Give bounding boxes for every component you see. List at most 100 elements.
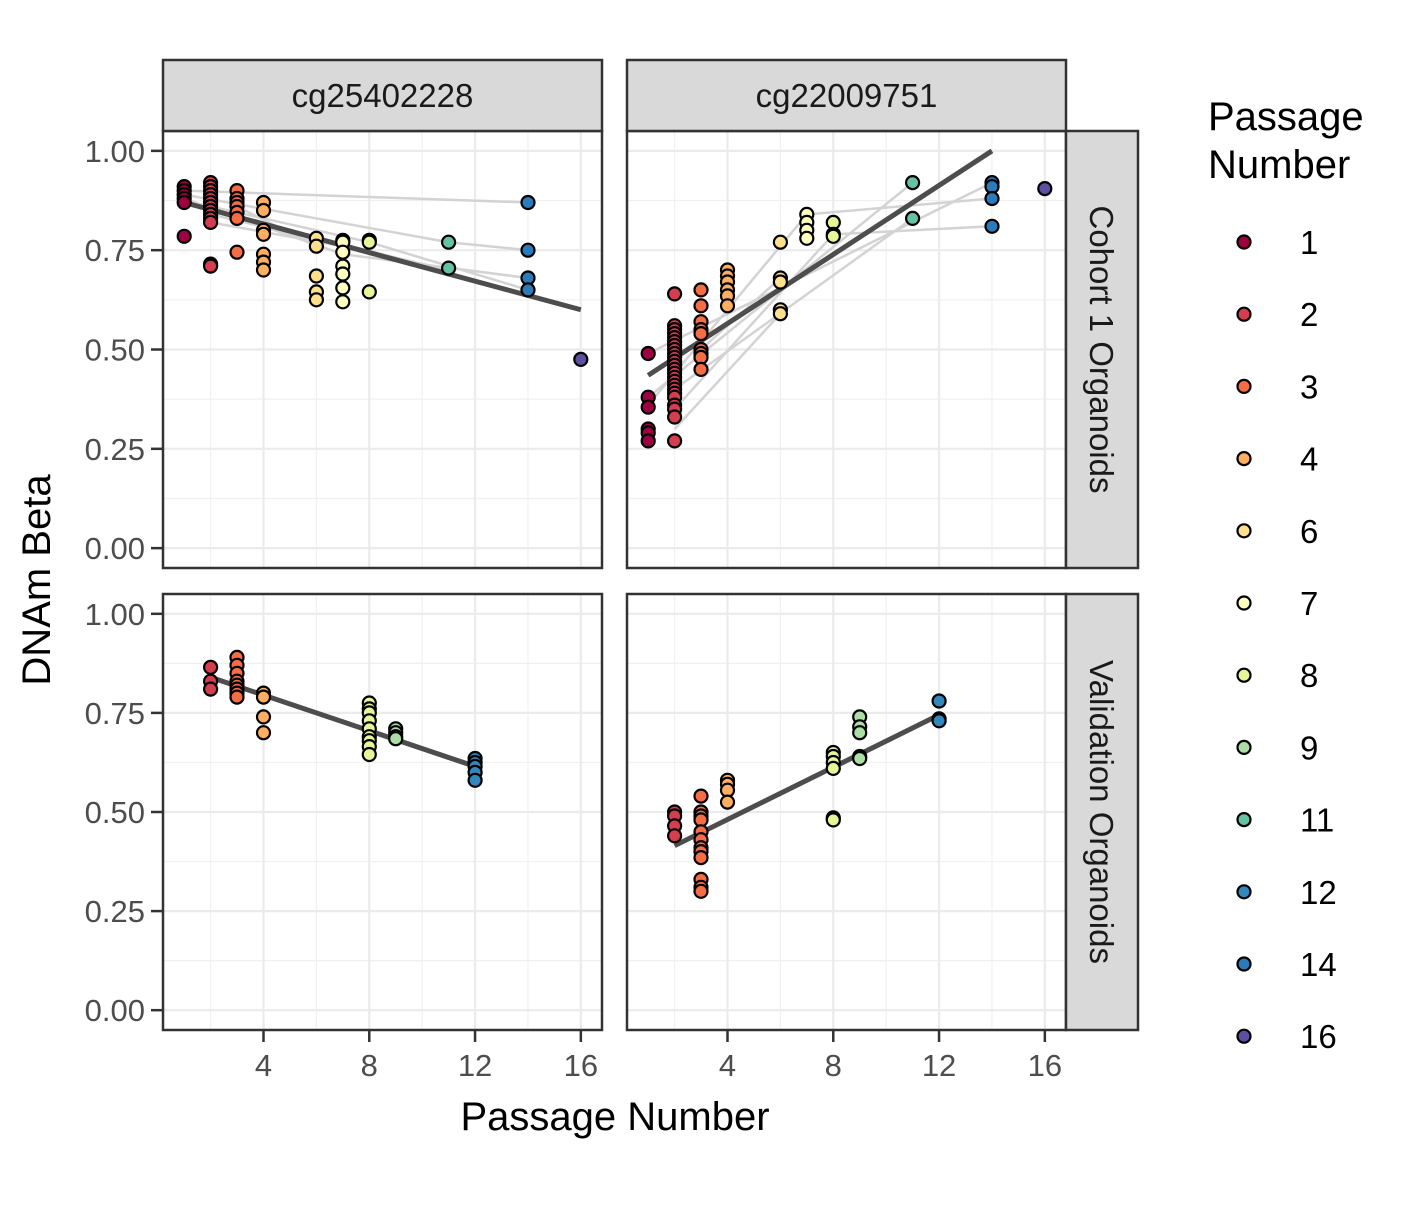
- y-tick-label: 0.75: [85, 233, 145, 268]
- strip-row-label: Cohort 1 Organoids: [1083, 206, 1120, 494]
- legend-swatch: [1236, 1028, 1252, 1044]
- data-point: [931, 713, 947, 729]
- x-tick-label: 16: [564, 1048, 598, 1083]
- y-tick-label: 1.00: [85, 134, 145, 169]
- strip-row-1: [1064, 592, 1140, 1032]
- legend-swatch: [1236, 234, 1252, 250]
- panel-1-0: [161, 592, 604, 1032]
- x-tick-label: 12: [922, 1048, 956, 1083]
- facet-strips: cg25402228 cg22009751 Cohort 1 Organoids Va…: [161, 58, 1140, 1032]
- y-tick-label: 1.00: [85, 597, 145, 632]
- data-point: [693, 883, 709, 899]
- data-point: [203, 681, 219, 697]
- data-point: [229, 210, 245, 226]
- trajectory-line: [673, 217, 914, 391]
- data-point: [361, 746, 377, 763]
- strip-col-0: [161, 58, 604, 133]
- data-point: [520, 282, 536, 298]
- legend-swatch: [1236, 595, 1252, 611]
- data-point: [255, 709, 272, 725]
- x-tick-label: 12: [458, 1048, 492, 1083]
- data-point: [666, 828, 683, 844]
- panel-0-0: [161, 129, 604, 570]
- data-point: [931, 693, 947, 709]
- data-point: [772, 234, 789, 250]
- legend-label: 3: [1300, 368, 1318, 405]
- legend-label: 9: [1300, 729, 1318, 766]
- data-point: [693, 788, 709, 804]
- data-point: [1037, 181, 1053, 197]
- legend-title-line-2: Number: [1208, 143, 1350, 187]
- data-point: [203, 659, 219, 675]
- panel-1-1: [625, 592, 1068, 1032]
- legend-label: 12: [1300, 874, 1337, 911]
- data-point: [825, 812, 841, 828]
- data-point: [229, 244, 245, 260]
- data-point: [666, 433, 683, 449]
- data-point: [255, 202, 272, 219]
- data-point: [229, 689, 245, 705]
- legend-swatch: [1236, 811, 1252, 828]
- regression-line: [183, 200, 582, 313]
- y-tick-label: 0.50: [85, 333, 145, 368]
- data-point: [520, 194, 536, 211]
- y-tick-label: 0.25: [85, 894, 145, 929]
- y-tick-label: 0.50: [85, 795, 145, 830]
- data-point: [255, 689, 272, 705]
- data-point: [666, 286, 683, 302]
- axes-layer: 0.00 0.25 0.50 0.75 1.00 0.00 0.25 0.50 0.75 1.00…: [85, 134, 1062, 1083]
- legend-swatch: [1236, 523, 1252, 539]
- data-point: [335, 294, 351, 310]
- data-point: [693, 326, 709, 342]
- legend-swatch: [1236, 306, 1252, 322]
- data-point: [904, 175, 921, 191]
- legend-swatch: [1236, 451, 1252, 467]
- data-point: [693, 298, 709, 314]
- data-point: [693, 849, 709, 866]
- data-point: [640, 433, 656, 449]
- data-point: [520, 242, 536, 258]
- legend-swatch: [1236, 667, 1252, 683]
- data-point: [335, 244, 351, 260]
- data-point: [825, 228, 841, 244]
- strip-col-1: [625, 58, 1068, 133]
- data-point: [255, 262, 272, 278]
- x-tick-label: 4: [255, 1048, 272, 1083]
- data-point: [467, 772, 483, 788]
- data-point: [984, 218, 1000, 234]
- legend-swatch: [1236, 739, 1252, 756]
- legend-label: 1: [1300, 224, 1318, 261]
- strip-col-label: cg22009751: [756, 77, 938, 114]
- legend-swatch: [1236, 956, 1252, 972]
- legend-label: 14: [1300, 946, 1337, 983]
- data-point: [255, 725, 272, 741]
- data-point: [852, 725, 868, 741]
- data-point: [904, 210, 921, 226]
- data-point: [255, 226, 272, 242]
- y-axis-title: DNAm Beta: [15, 474, 59, 686]
- data-point: [203, 258, 219, 274]
- legend-label: 2: [1300, 296, 1318, 333]
- data-point: [799, 230, 815, 246]
- strip-row-label: Validation Organoids: [1083, 660, 1120, 964]
- legend-label: 8: [1300, 657, 1318, 694]
- strip-row-0: [1064, 129, 1140, 570]
- data-point: [441, 234, 457, 250]
- x-tick-label: 8: [825, 1048, 842, 1083]
- y-tick-label: 0.00: [85, 993, 145, 1028]
- data-point: [573, 351, 589, 367]
- y-tick-label: 0.25: [85, 432, 145, 467]
- panels-layer: [161, 129, 1068, 1032]
- data-point: [640, 345, 656, 362]
- data-point: [640, 399, 656, 415]
- trajectory-line: [673, 312, 782, 430]
- data-point: [335, 266, 351, 282]
- x-tick-label: 8: [361, 1048, 378, 1083]
- data-point: [693, 361, 709, 377]
- data-point: [308, 238, 324, 254]
- legend-label: 4: [1300, 441, 1318, 478]
- data-point: [772, 274, 789, 290]
